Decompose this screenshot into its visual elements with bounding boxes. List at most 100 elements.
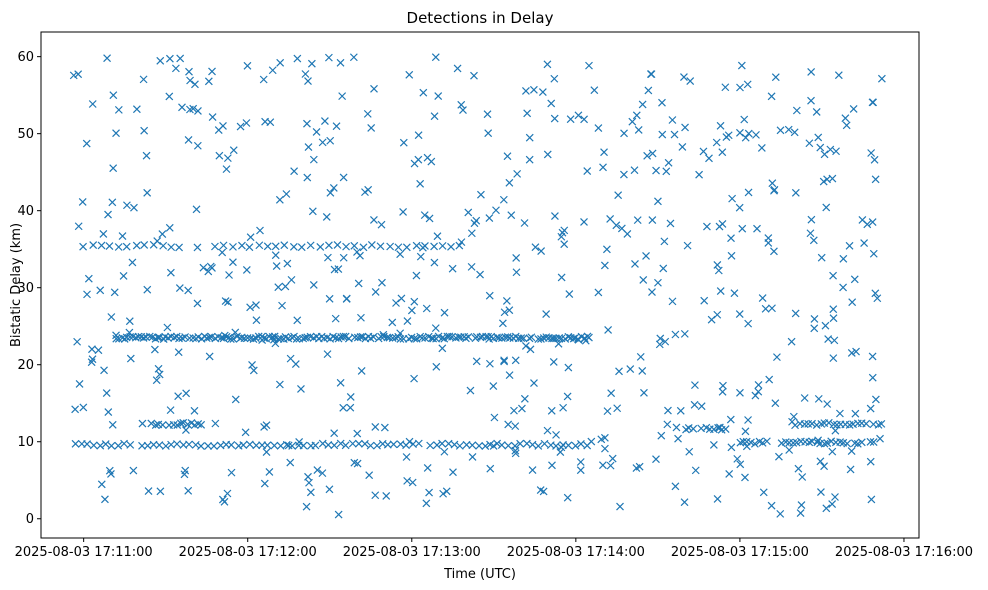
- data-point: [112, 331, 120, 340]
- data-point: [248, 361, 256, 369]
- data-point: [521, 86, 530, 95]
- data-point: [206, 262, 215, 271]
- data-point: [223, 154, 232, 163]
- data-point: [797, 501, 806, 510]
- data-point: [764, 239, 773, 247]
- data-point: [489, 382, 498, 390]
- data-point: [225, 271, 233, 279]
- data-point: [800, 394, 809, 402]
- data-point: [841, 114, 850, 123]
- data-point: [186, 76, 194, 85]
- data-point: [174, 348, 183, 357]
- data-point: [433, 232, 442, 241]
- data-point: [820, 462, 829, 471]
- data-point: [371, 422, 380, 431]
- data-point: [851, 409, 860, 418]
- data-point: [810, 324, 819, 333]
- data-point: [477, 190, 485, 199]
- data-point: [291, 360, 300, 368]
- data-point: [566, 115, 575, 124]
- data-point: [868, 218, 877, 227]
- data-point: [150, 345, 159, 354]
- data-point: [292, 334, 301, 343]
- data-point: [527, 333, 536, 342]
- data-point: [771, 73, 780, 82]
- data-point: [430, 112, 439, 121]
- data-point: [303, 173, 312, 182]
- data-point: [71, 439, 80, 448]
- data-point: [603, 407, 612, 416]
- data-point: [416, 252, 425, 261]
- data-point: [83, 440, 91, 449]
- data-point: [449, 468, 457, 477]
- data-point: [554, 339, 563, 348]
- data-point: [654, 197, 662, 206]
- data-point: [520, 219, 529, 227]
- data-point: [868, 373, 877, 382]
- data-point: [439, 489, 448, 498]
- data-point: [484, 332, 493, 341]
- data-point: [537, 247, 546, 256]
- data-point: [517, 334, 526, 342]
- data-point: [339, 403, 348, 412]
- data-point: [486, 464, 495, 473]
- data-point: [447, 242, 455, 251]
- data-point: [467, 229, 476, 238]
- data-point: [789, 412, 798, 421]
- data-point: [101, 495, 109, 504]
- data-point: [289, 242, 298, 251]
- data-point: [807, 68, 816, 76]
- data-point: [820, 439, 829, 448]
- data-point: [430, 258, 439, 267]
- data-point: [718, 387, 727, 396]
- data-point: [405, 437, 414, 446]
- data-point: [604, 326, 613, 334]
- data-point: [485, 291, 494, 300]
- data-point: [483, 110, 492, 119]
- data-point: [466, 386, 475, 395]
- data-point: [820, 150, 829, 159]
- data-point: [467, 262, 476, 271]
- data-point: [862, 419, 871, 428]
- data-point: [505, 306, 514, 315]
- data-point: [422, 499, 431, 508]
- data-point: [606, 461, 615, 470]
- data-point: [494, 334, 503, 342]
- data-point: [278, 301, 286, 310]
- data-point: [574, 111, 583, 120]
- data-point: [626, 365, 635, 373]
- data-point: [774, 452, 783, 461]
- data-point: [218, 248, 227, 257]
- data-point: [175, 243, 184, 252]
- data-point: [256, 226, 264, 235]
- data-point: [88, 100, 97, 108]
- data-point: [520, 394, 529, 403]
- data-point: [517, 404, 526, 413]
- data-point: [166, 406, 175, 415]
- data-point: [163, 323, 172, 332]
- data-point: [791, 188, 800, 197]
- data-point: [828, 500, 837, 508]
- data-point: [857, 438, 866, 447]
- data-point: [459, 106, 467, 114]
- data-point: [767, 92, 776, 101]
- data-point: [132, 241, 141, 250]
- data-point: [186, 105, 194, 114]
- data-point: [205, 352, 214, 361]
- data-point: [776, 509, 785, 518]
- data-point: [655, 340, 664, 349]
- data-point: [420, 211, 429, 220]
- data-point: [504, 420, 513, 429]
- data-point: [690, 400, 699, 409]
- data-point: [403, 317, 412, 326]
- data-point: [194, 420, 203, 428]
- data-point: [829, 271, 837, 280]
- data-point: [304, 143, 313, 151]
- data-point: [79, 242, 88, 251]
- data-point: [658, 98, 666, 107]
- data-point: [151, 421, 160, 430]
- data-point: [88, 345, 96, 354]
- data-point: [680, 73, 688, 82]
- data-point: [705, 154, 713, 163]
- data-point: [827, 437, 836, 446]
